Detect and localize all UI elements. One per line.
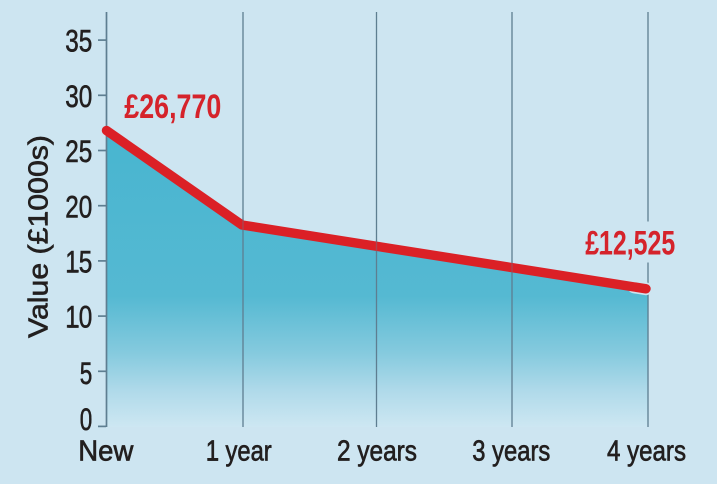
svg-text:2 years: 2 years: [337, 436, 417, 468]
svg-text:35: 35: [65, 23, 92, 59]
svg-text:£12,525: £12,525: [585, 225, 675, 263]
svg-text:0: 0: [80, 401, 93, 437]
svg-text:3 years: 3 years: [472, 436, 550, 468]
svg-text:Value (£1000s): Value (£1000s): [23, 135, 54, 338]
svg-text:25: 25: [65, 133, 92, 169]
svg-text:1 year: 1 year: [206, 436, 272, 468]
svg-text:£26,770: £26,770: [124, 88, 221, 126]
svg-text:10: 10: [65, 299, 92, 335]
svg-text:15: 15: [65, 244, 92, 280]
svg-text:5: 5: [80, 355, 93, 391]
svg-text:30: 30: [65, 78, 92, 114]
svg-text:4 years: 4 years: [607, 436, 686, 468]
svg-text:20: 20: [65, 188, 92, 224]
svg-text:New: New: [78, 436, 134, 468]
